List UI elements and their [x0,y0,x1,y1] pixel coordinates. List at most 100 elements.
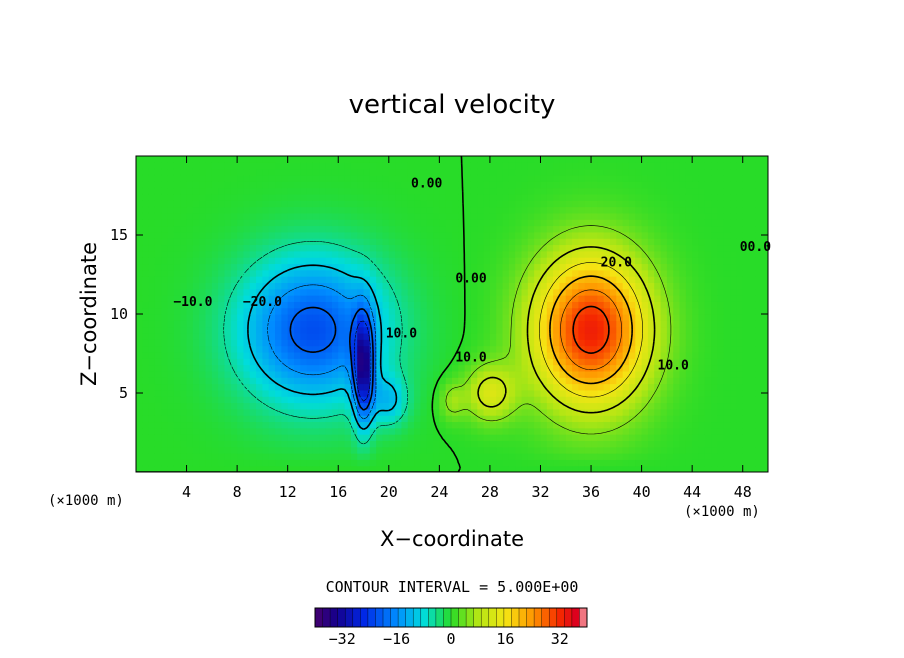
field-cell [515,339,523,347]
field-cell [433,408,440,416]
field-cell [319,276,327,283]
field-cell [148,446,156,454]
field-cell [508,257,516,265]
field-cell [635,282,643,290]
field-cell [559,377,567,385]
field-cell [723,459,731,467]
field-cell [420,244,428,252]
field-cell [312,168,320,176]
field-cell [287,314,295,321]
field-cell [749,244,756,252]
field-cell [433,288,440,296]
field-cell [275,162,282,170]
field-cell [660,156,668,163]
field-cell [521,465,529,472]
field-cell [641,231,649,239]
field-cell [211,389,219,397]
field-cell [344,238,352,246]
field-cell [344,377,352,385]
field-cell [167,446,175,454]
field-cell [591,282,598,290]
field-cell [578,314,586,321]
field-cell [420,181,428,189]
field-cell [338,314,346,321]
field-cell [161,162,169,170]
field-cell [692,453,700,460]
field-cell [205,295,213,302]
field-cell [698,244,706,252]
field-cell [325,345,333,353]
field-cell [717,446,725,454]
field-cell [635,408,643,416]
field-cell [704,200,712,208]
field-cell [338,446,346,454]
field-cell [622,187,630,195]
field-cell [414,434,421,441]
field-cell [268,320,276,328]
field-cell [262,162,270,170]
field-cell [603,339,611,347]
field-cell [685,440,693,448]
field-cell [300,231,308,239]
field-cell [154,200,162,208]
field-cell [230,200,238,208]
field-cell [357,206,365,214]
field-cell [534,389,542,397]
field-cell [205,402,213,410]
field-cell [527,174,535,182]
field-cell [414,244,421,252]
field-cell [597,314,605,321]
field-cell [597,193,605,201]
field-cell [136,263,143,271]
field-cell [420,427,428,435]
field-cell [243,459,251,467]
field-cell [736,358,744,366]
field-cell [692,257,700,265]
field-cell [489,377,497,385]
field-cell [761,465,768,472]
field-cell [224,314,232,321]
field-cell [395,295,403,302]
field-cell [654,465,662,472]
field-cell [635,440,643,448]
field-cell [610,250,617,258]
field-cell [161,459,169,467]
field-cell [439,200,447,208]
field-cell [679,187,687,195]
field-cell [704,156,712,163]
field-cell [439,364,447,372]
field-cell [635,396,643,404]
field-cell [470,301,478,309]
field-cell [338,250,346,258]
field-cell [249,314,257,321]
field-cell [350,206,358,214]
field-cell [306,396,314,404]
field-cell [344,288,352,296]
field-cell [382,219,390,227]
field-cell [230,427,238,435]
field-cell [553,389,561,397]
field-cell [401,370,409,378]
field-cell [249,174,257,182]
field-cell [685,415,693,423]
field-cell [470,351,478,359]
field-cell [281,231,289,239]
field-cell [553,219,561,227]
field-cell [180,257,188,265]
field-cell [692,263,700,271]
field-cell [591,193,598,201]
field-cell [388,200,396,208]
field-cell [262,421,270,429]
field-cell [610,446,617,454]
field-cell [243,408,251,416]
field-cell [496,206,504,214]
field-cell [685,181,693,189]
field-cell [502,250,510,258]
field-cell [388,288,396,296]
field-cell [508,358,516,366]
field-cell [294,244,301,252]
field-cell [306,276,314,283]
field-cell [256,244,263,252]
field-cell [211,174,219,182]
field-cell [704,269,712,277]
